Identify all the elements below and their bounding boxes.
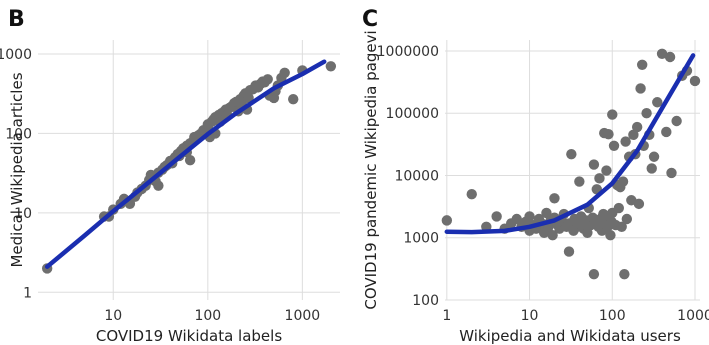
data-point [636,59,648,70]
y-tick-label: 1000 [0,47,32,63]
x-axis-label: Wikipedia and Wikidata users [459,327,681,345]
x-tick-label: 10 [104,308,122,324]
data-point [325,61,337,72]
y-tick-label: 1000 [403,231,439,247]
data-point [588,159,600,170]
data-point [631,121,643,133]
data-point [619,268,630,280]
x-tick-label: 10 [521,308,539,324]
data-point [566,148,577,160]
data-point [635,83,646,94]
x-tick-label: 100 [599,308,626,324]
data-point [511,213,522,225]
data-point [279,67,290,78]
data-point [524,211,535,222]
y-tick-label: 10 [14,206,32,222]
data-point [656,48,668,60]
x-tick-label: 1000 [285,308,321,324]
data-point [607,109,618,120]
y-axis-label: COVID19 pandemic Wikipedia pagevi [362,30,380,309]
x-tick-label: 100 [194,308,221,324]
y-tick-label: 1000000 [377,44,439,60]
y-tick-label: 100 [412,293,439,309]
data-point [652,97,663,108]
data-point [616,221,627,232]
y-tick-label: 100 [5,126,32,142]
fit-line [444,53,696,235]
data-point [588,268,600,280]
data-point [628,129,639,141]
data-point [617,176,629,187]
y-tick-label: 10000 [394,168,439,184]
data-point [466,189,477,200]
data-point [491,211,502,222]
data-point [184,155,196,166]
data-point [608,140,620,151]
fit-line [44,59,327,269]
y-tick-label: 100000 [386,106,439,122]
data-point [646,163,657,174]
data-point [441,215,453,226]
data-point [605,229,616,241]
data-point [621,213,633,225]
data-point [633,198,645,210]
data-point [641,108,652,119]
data-point [601,165,612,176]
data-point [661,126,672,138]
data-point [603,129,614,140]
panel-letter: B [8,7,25,32]
x-axis-label: COVID19 Wikidata labels [96,327,282,345]
data-point [549,193,560,204]
data-point [153,180,164,191]
data-point [582,227,593,239]
data-point [666,167,677,179]
data-point [613,202,625,214]
data-point [594,173,605,184]
panel-c: 1 10 100 1000 100 1000 10000 100000 1000000 Wikip… [362,7,709,345]
data-point [262,74,273,85]
data-point [547,229,558,241]
data-point [664,51,676,63]
x-tick-label: 1000 [677,308,709,324]
data-point [648,151,660,162]
data-point [671,115,682,127]
data-point [288,93,299,105]
y-axis-label: Medical Wikipedia articles [8,72,26,267]
x-tick-label: 1 [442,308,451,324]
y-tick-label: 1 [23,285,32,301]
data-point [563,246,575,257]
data-point [574,176,585,187]
data-point [689,75,701,87]
data-point [620,136,631,147]
data-point [243,92,254,104]
panel-letter: C [362,7,378,32]
